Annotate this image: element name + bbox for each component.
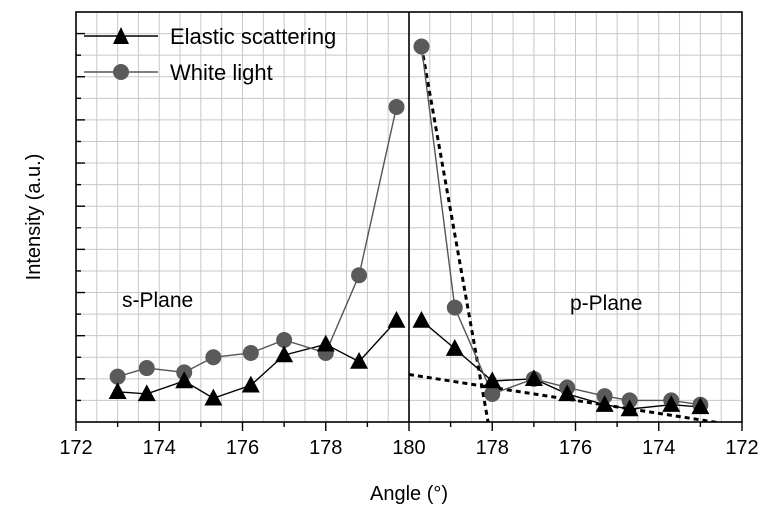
fit-line-dashed xyxy=(408,373,725,422)
elastic-point xyxy=(137,384,156,402)
white-light-point xyxy=(109,368,126,385)
y-axis-title: Intensity (a.u.) xyxy=(23,154,45,281)
white-light-point xyxy=(205,349,222,366)
x-tick-label: 178 xyxy=(309,437,342,459)
white-light-point xyxy=(413,38,430,55)
legend-label-white: White light xyxy=(170,60,273,85)
annotation-s-plane: s-Plane xyxy=(122,289,193,312)
white-light-point xyxy=(351,267,368,284)
elastic-point xyxy=(412,310,431,328)
white-light-point xyxy=(276,332,293,348)
elastic-point xyxy=(445,339,464,356)
elastic-point xyxy=(204,388,223,406)
x-tick-label: 174 xyxy=(642,437,675,459)
x-tick-labels: 172 174 176 178 180 178 176 174 172 xyxy=(59,437,758,459)
elastic-point xyxy=(316,334,335,352)
y-axis-ticks xyxy=(76,32,85,402)
x-axis-title: Angle (°) xyxy=(370,483,448,505)
white-light-point xyxy=(138,360,155,377)
elastic-point xyxy=(558,384,577,402)
elastic-point xyxy=(241,375,260,393)
elastic-point xyxy=(483,371,502,389)
legend-circle-icon xyxy=(113,64,129,80)
x-tick-label: 172 xyxy=(59,437,92,459)
x-tick-label: 176 xyxy=(226,437,259,459)
x-axis-ticks xyxy=(75,422,743,431)
elastic-point xyxy=(662,395,681,412)
legend-triangle-icon xyxy=(113,27,129,44)
elastic-point xyxy=(350,351,369,369)
x-tick-label: 172 xyxy=(725,437,758,459)
elastic-point xyxy=(387,310,406,328)
legend-label-elastic: Elastic scattering xyxy=(170,24,336,49)
white-light-point xyxy=(388,98,405,115)
white-light-point xyxy=(446,299,463,316)
x-tick-label: 176 xyxy=(559,437,592,459)
white-light-point xyxy=(484,385,501,402)
elastic-point xyxy=(524,369,543,387)
elastic-point xyxy=(691,397,710,415)
annotation-p-plane: p-Plane xyxy=(570,292,642,315)
x-tick-label: 174 xyxy=(143,437,176,459)
x-tick-label: 178 xyxy=(476,437,509,459)
elastic-point xyxy=(620,399,639,417)
elastic-point xyxy=(175,371,194,389)
series-markers xyxy=(108,38,710,417)
elastic-point xyxy=(275,345,294,363)
elastic-point xyxy=(108,382,127,399)
elastic-point xyxy=(595,395,614,412)
white-light-point xyxy=(242,344,259,361)
legend: Elastic scattering White light xyxy=(84,24,336,85)
x-tick-label: 180 xyxy=(392,437,425,459)
